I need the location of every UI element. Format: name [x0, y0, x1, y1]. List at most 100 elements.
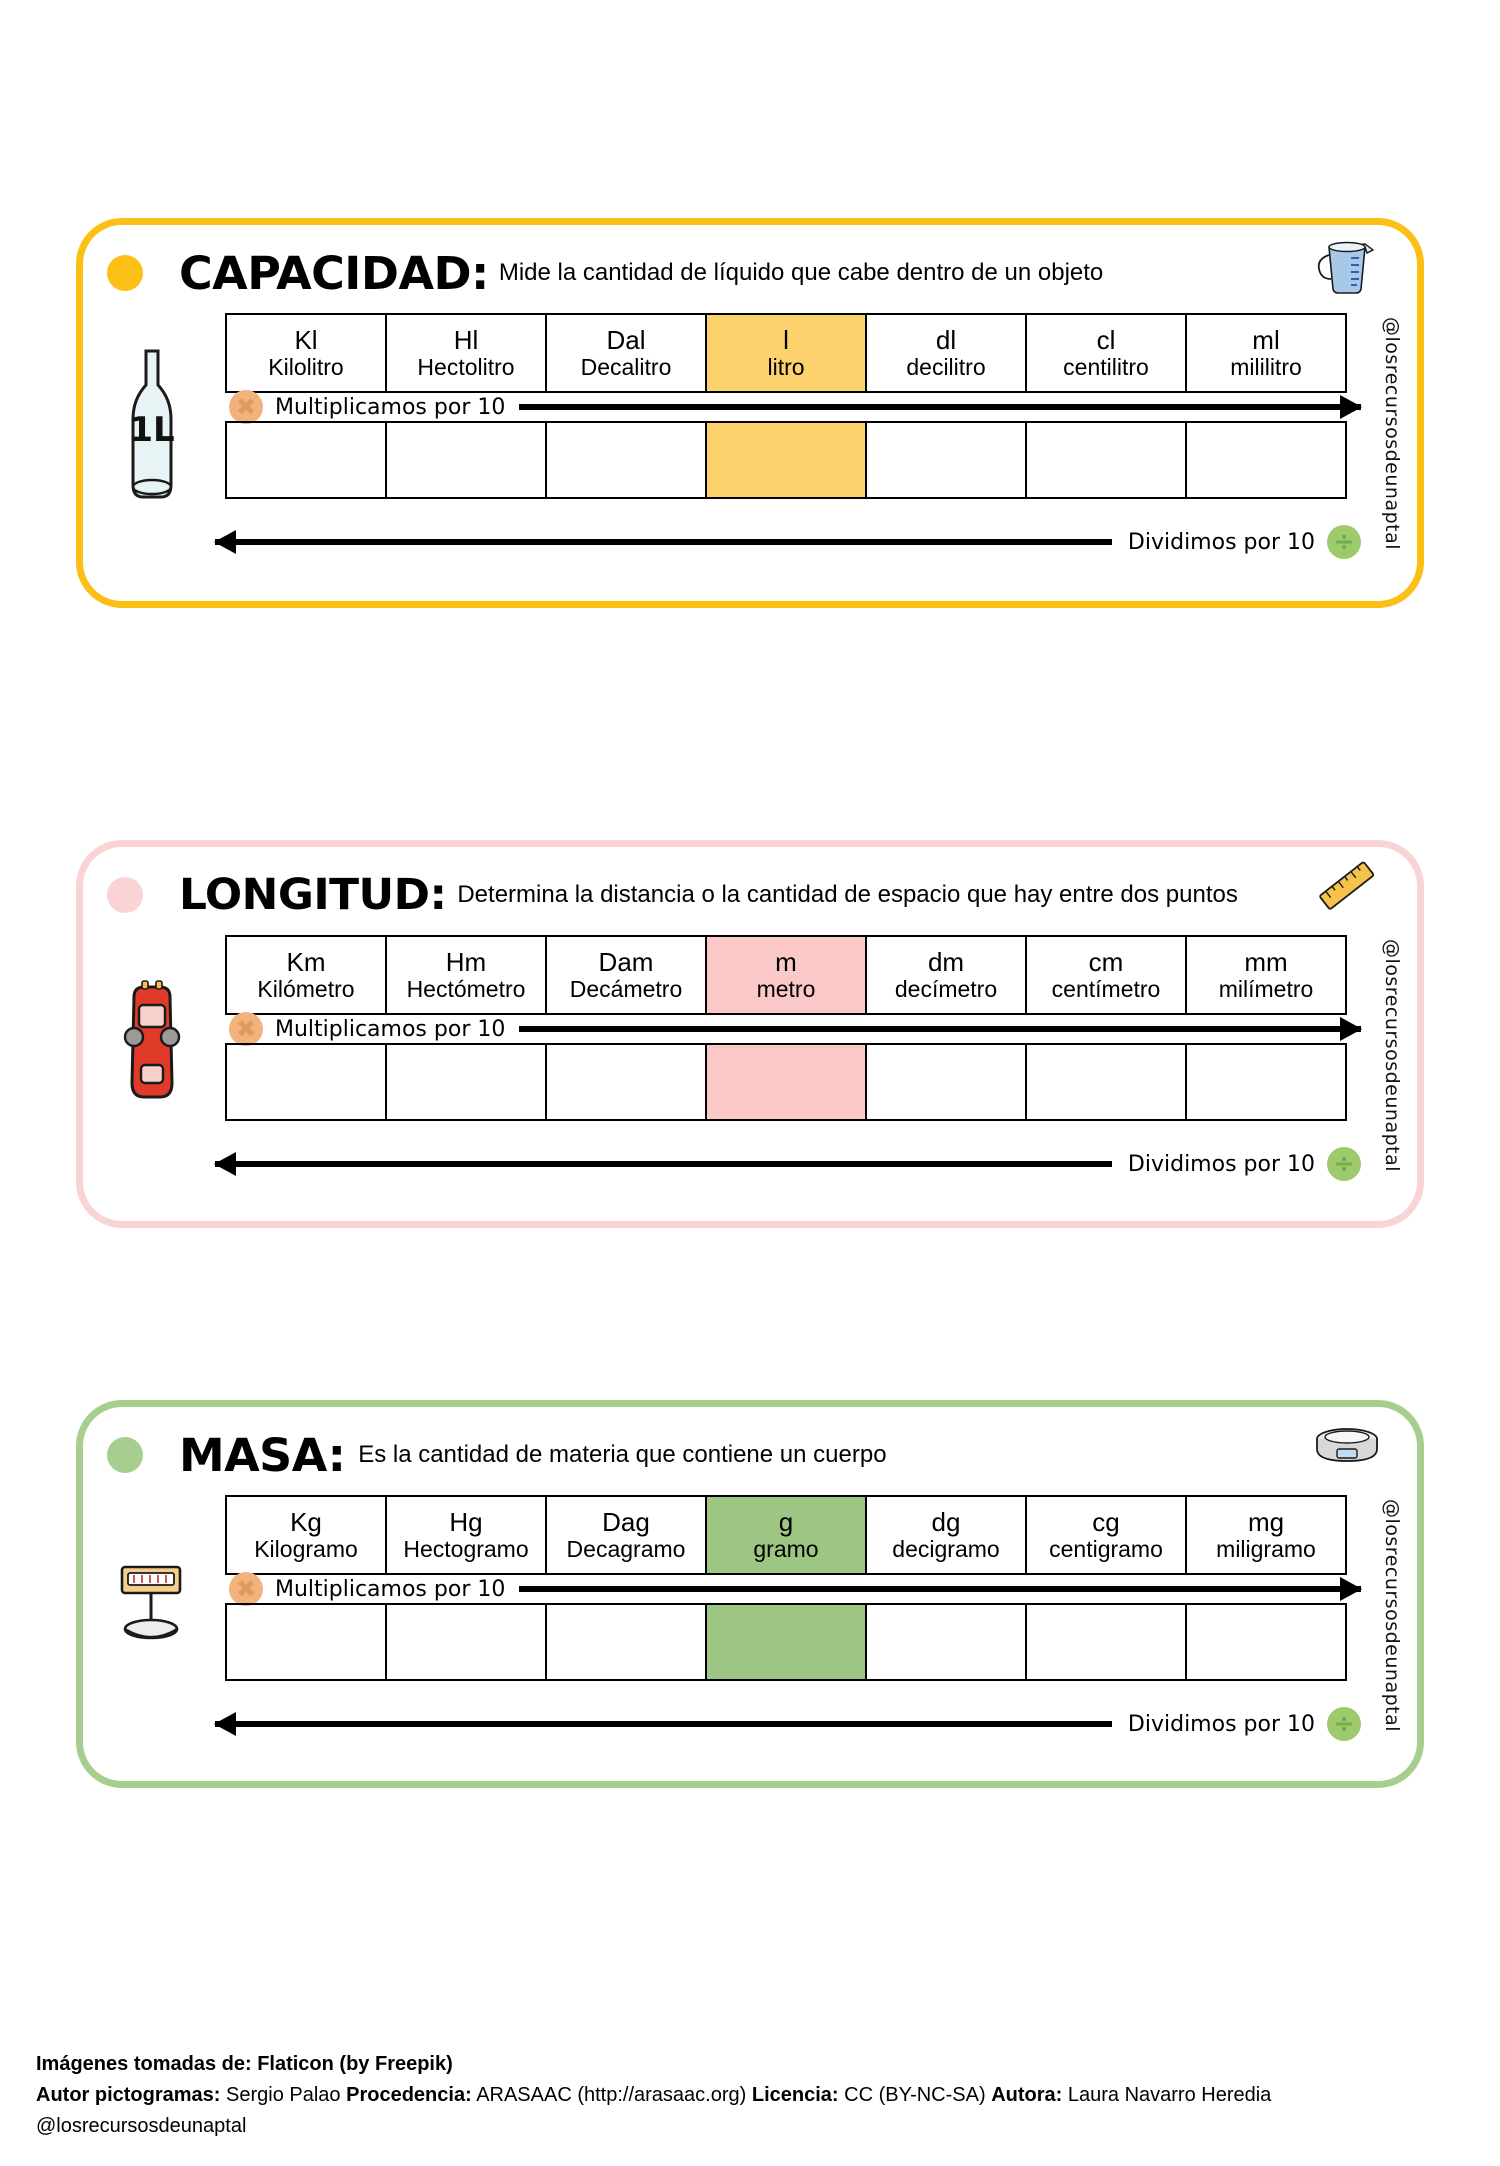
answer-cell-g-highlighted[interactable]	[705, 1603, 867, 1681]
unit-abbr: Kg	[290, 1506, 322, 1537]
section-header-masa: MASA: Es la cantidad de materia que cont…	[83, 1421, 1417, 1489]
section-title-masa: MASA:	[179, 1428, 346, 1482]
ruler-icon	[1311, 853, 1383, 919]
divide-row-longitud: Dividimos por 10 ÷	[193, 1147, 1361, 1181]
unit-name: gramo	[753, 1535, 819, 1562]
section-title-longitud: LONGITUD:	[179, 870, 447, 920]
answer-cell-dam[interactable]	[545, 1043, 707, 1121]
unit-abbr: Dam	[598, 946, 654, 977]
section-masa: MASA: Es la cantidad de materia que cont…	[76, 1400, 1424, 1788]
unit-cell-dm: dm decímetro	[865, 935, 1027, 1015]
footer-creator-label: Autora:	[991, 2084, 1063, 2106]
multiply-icon: ✖	[229, 1012, 263, 1046]
answer-cell-l-highlighted[interactable]	[705, 421, 867, 499]
answer-cell-hg[interactable]	[385, 1603, 547, 1681]
answer-table-masa	[225, 1603, 1347, 1681]
footer-source-value: ARASAAC (http://arasaac.org)	[476, 2084, 747, 2106]
answer-cell-km[interactable]	[225, 1043, 387, 1121]
unit-abbr: mg	[1247, 1506, 1285, 1537]
footer-images-label: Imágenes tomadas de:	[36, 2053, 252, 2075]
unit-cell-dl: dl decilitro	[865, 313, 1027, 393]
section-subtitle-capacidad: Mide la cantidad de líquido que cabe den…	[498, 259, 1104, 286]
answer-cell-cg[interactable]	[1025, 1603, 1187, 1681]
divide-icon: ÷	[1327, 1707, 1361, 1741]
bottle-1l-icon: 1L	[93, 345, 211, 505]
answer-cell-cm[interactable]	[1025, 1043, 1187, 1121]
arrow-right-icon	[519, 1577, 1362, 1601]
answer-cell-ml[interactable]	[1185, 421, 1347, 499]
footer-source-label: Procedencia:	[346, 2084, 472, 2106]
measuring-cup-icon	[1311, 231, 1383, 297]
answer-cell-dag[interactable]	[545, 1603, 707, 1681]
arrow-left-icon	[214, 1712, 1112, 1736]
table-row-units: Km Kilómetro Hm Hectómetro Dam Decámetro…	[225, 935, 1347, 1015]
answer-cell-mm[interactable]	[1185, 1043, 1347, 1121]
multiply-row-masa: ✖ Multiplicamos por 10	[229, 1572, 1362, 1606]
multiply-icon: ✖	[229, 1572, 263, 1606]
unit-name: Kilómetro	[257, 975, 355, 1002]
unit-abbr: Km	[286, 946, 326, 977]
arrow-left-icon	[214, 1152, 1112, 1176]
units-table-longitud: Km Kilómetro Hm Hectómetro Dam Decámetro…	[225, 935, 1347, 1015]
answer-cell-kg[interactable]	[225, 1603, 387, 1681]
answer-cell-hm[interactable]	[385, 1043, 547, 1121]
answer-cell-cl[interactable]	[1025, 421, 1187, 499]
unit-name: Hectolitro	[417, 353, 515, 380]
balance-scale-icon	[93, 1537, 211, 1687]
table-row-blanks	[225, 421, 1347, 499]
unit-name: metro	[756, 975, 816, 1002]
arrow-right-icon	[519, 395, 1362, 419]
footer-license-value: CC (BY-NC-SA)	[844, 2084, 986, 2106]
unit-cell-dg: dg decigramo	[865, 1495, 1027, 1575]
footer-line-1: Imágenes tomadas de: Flaticon (by Freepi…	[36, 2049, 1476, 2080]
unit-abbr: mm	[1244, 946, 1288, 977]
answer-cell-kl[interactable]	[225, 421, 387, 499]
unit-name: Hectogramo	[403, 1535, 529, 1562]
answer-cell-mg[interactable]	[1185, 1603, 1347, 1681]
answer-cell-hl[interactable]	[385, 421, 547, 499]
multiply-label: Multiplicamos por 10	[275, 1576, 506, 1602]
section-dot-masa	[107, 1437, 143, 1473]
multiply-icon: ✖	[229, 390, 263, 424]
divide-icon: ÷	[1327, 525, 1361, 559]
unit-cell-l-highlighted: l litro	[705, 313, 867, 393]
multiply-label: Multiplicamos por 10	[275, 1016, 506, 1042]
unit-abbr: cg	[1092, 1506, 1120, 1537]
unit-cell-km: Km Kilómetro	[225, 935, 387, 1015]
unit-name: decilitro	[906, 353, 986, 380]
unit-cell-dag: Dag Decagramo	[545, 1495, 707, 1575]
arrow-right-icon	[519, 1017, 1362, 1041]
section-subtitle-masa: Es la cantidad de materia que contiene u…	[358, 1441, 887, 1468]
section-dot-capacidad	[107, 255, 143, 291]
answer-table-capacidad	[225, 421, 1347, 499]
unit-name: litro	[767, 353, 805, 380]
unit-abbr: dl	[935, 324, 957, 355]
unit-name: centigramo	[1049, 1535, 1163, 1562]
units-table-capacidad: Kl Kilolitro Hl Hectolitro Dal Decalitro…	[225, 313, 1347, 393]
footer-images-value: Flaticon (by Freepik)	[257, 2053, 453, 2075]
unit-cell-g-highlighted: g gramo	[705, 1495, 867, 1575]
section-title-capacidad: CAPACIDAD:	[179, 246, 489, 300]
unit-abbr: ml	[1252, 324, 1280, 355]
unit-abbr: g	[778, 1506, 794, 1537]
kitchen-scale-icon	[1311, 1413, 1383, 1479]
unit-name: Kilolitro	[268, 353, 344, 380]
unit-cell-cg: cg centigramo	[1025, 1495, 1187, 1575]
unit-name: miligramo	[1216, 1535, 1316, 1562]
unit-name: Decalitro	[580, 353, 672, 380]
section-dot-longitud	[107, 877, 143, 913]
divide-row-capacidad: Dividimos por 10 ÷	[193, 525, 1361, 559]
unit-cell-m-highlighted: m metro	[705, 935, 867, 1015]
divide-icon: ÷	[1327, 1147, 1361, 1181]
answer-cell-dal[interactable]	[545, 421, 707, 499]
answer-cell-m-highlighted[interactable]	[705, 1043, 867, 1121]
unit-name: milímetro	[1218, 975, 1314, 1002]
watermark-capacidad: @losrecursosdeunaptal	[1381, 317, 1403, 551]
answer-cell-dm[interactable]	[865, 1043, 1027, 1121]
section-header-capacidad: CAPACIDAD: Mide la cantidad de líquido q…	[83, 239, 1417, 307]
unit-abbr: Hm	[445, 946, 487, 977]
unit-abbr: Hl	[453, 324, 479, 355]
answer-cell-dg[interactable]	[865, 1603, 1027, 1681]
answer-cell-dl[interactable]	[865, 421, 1027, 499]
